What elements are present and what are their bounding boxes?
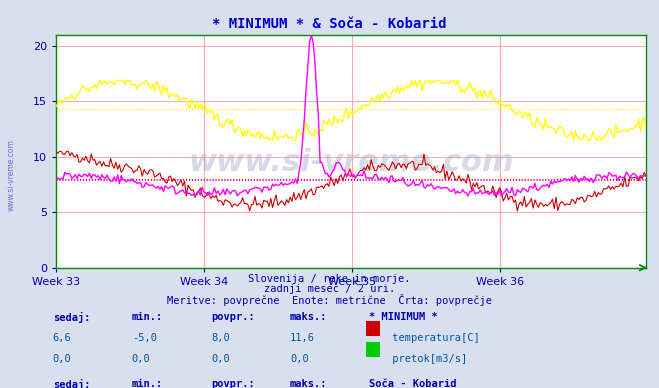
Text: maks.:: maks.:	[290, 312, 328, 322]
Text: 8,0: 8,0	[211, 333, 229, 343]
Text: zadnji mesec / 2 uri.: zadnji mesec / 2 uri.	[264, 284, 395, 294]
Text: 0,0: 0,0	[132, 354, 150, 364]
Text: www.si-vreme.com: www.si-vreme.com	[7, 139, 16, 211]
Text: povpr.:: povpr.:	[211, 379, 254, 388]
Text: * MINIMUM *: * MINIMUM *	[369, 312, 438, 322]
Text: 11,6: 11,6	[290, 333, 315, 343]
Text: -5,0: -5,0	[132, 333, 157, 343]
Text: * MINIMUM * & Soča - Kobarid: * MINIMUM * & Soča - Kobarid	[212, 17, 447, 31]
Text: maks.:: maks.:	[290, 379, 328, 388]
Text: sedaj:: sedaj:	[53, 379, 90, 388]
Text: pretok[m3/s]: pretok[m3/s]	[386, 354, 467, 364]
Text: Meritve: povprečne  Enote: metrične  Črta: povprečje: Meritve: povprečne Enote: metrične Črta:…	[167, 294, 492, 307]
Text: 0,0: 0,0	[290, 354, 308, 364]
Text: sedaj:: sedaj:	[53, 312, 90, 323]
Text: temperatura[C]: temperatura[C]	[386, 333, 479, 343]
Text: min.:: min.:	[132, 312, 163, 322]
Text: 0,0: 0,0	[211, 354, 229, 364]
Text: Soča - Kobarid: Soča - Kobarid	[369, 379, 457, 388]
Text: povpr.:: povpr.:	[211, 312, 254, 322]
Text: www.si-vreme.com: www.si-vreme.com	[188, 149, 514, 177]
Text: 6,6: 6,6	[53, 333, 71, 343]
Text: Slovenija / reke in morje.: Slovenija / reke in morje.	[248, 274, 411, 284]
Text: 0,0: 0,0	[53, 354, 71, 364]
Text: min.:: min.:	[132, 379, 163, 388]
